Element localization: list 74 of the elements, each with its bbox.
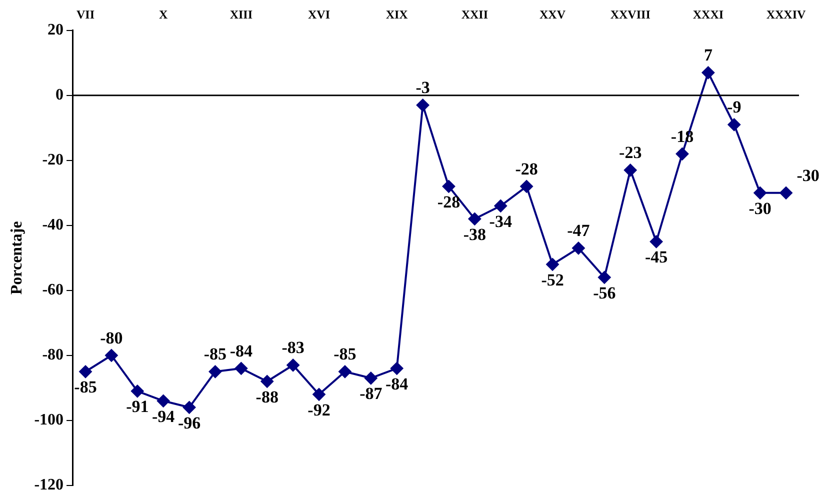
point	[572, 242, 585, 255]
data-label: -47	[567, 221, 590, 240]
point	[286, 358, 300, 372]
y-axis-title: Porcentaje	[8, 221, 26, 295]
data-label: -91	[126, 397, 149, 416]
point	[182, 400, 196, 414]
point	[156, 394, 170, 408]
y-tick-label: -20	[42, 152, 64, 169]
point	[624, 164, 637, 177]
point	[468, 212, 482, 226]
y-tick-label: -120	[34, 476, 64, 494]
data-label: -83	[282, 338, 304, 358]
data-label: -28	[515, 159, 538, 178]
point	[442, 180, 456, 193]
y-tick-label: -40	[42, 216, 64, 234]
x-tick-label: XXXI	[692, 7, 724, 22]
x-tick-label: XXXIV	[766, 7, 806, 22]
data-label: -87	[360, 384, 383, 404]
data-label: -45	[644, 248, 668, 267]
point	[338, 365, 352, 378]
x-tick-label: XXII	[461, 7, 488, 22]
x-tick-label: X	[159, 7, 168, 22]
y-tick-label: -80	[42, 346, 64, 364]
x-tick-label: XXVIII	[610, 7, 651, 22]
data-label: -85	[204, 344, 227, 364]
point	[780, 186, 793, 200]
data-label: -92	[308, 400, 330, 420]
data-label: -85	[74, 378, 97, 397]
point	[520, 180, 534, 193]
x-tick-label: XVI	[308, 7, 330, 22]
data-label: -96	[178, 413, 201, 432]
data-label: -38	[463, 224, 486, 244]
point	[754, 186, 767, 200]
data-label: -3	[416, 78, 430, 98]
x-tick-label: XXV	[540, 7, 566, 22]
point	[416, 98, 430, 112]
point	[546, 258, 560, 271]
data-label: -30	[796, 166, 819, 185]
data-label: -88	[256, 387, 278, 406]
data-label: -84	[386, 374, 409, 394]
data-label: -85	[334, 344, 356, 364]
point	[494, 199, 508, 212]
data-label: -34	[489, 212, 512, 231]
point	[208, 365, 222, 378]
point	[650, 235, 663, 248]
point	[598, 270, 611, 284]
point	[364, 372, 378, 385]
point	[390, 362, 404, 375]
x-tick-label: VII	[76, 7, 95, 22]
x-tick-label: XIII	[230, 7, 253, 22]
y-tick-label: -60	[42, 282, 64, 299]
point	[104, 348, 118, 362]
data-label: 7	[704, 46, 713, 65]
point	[728, 118, 741, 132]
point	[234, 362, 248, 375]
point	[702, 66, 715, 80]
y-tick-label: 20	[48, 22, 64, 39]
data-label: -94	[152, 406, 176, 426]
data-label: -9	[727, 98, 742, 117]
point	[312, 388, 326, 401]
data-label: -52	[541, 270, 564, 290]
point	[676, 147, 689, 160]
point	[79, 365, 92, 378]
y-tick-label: -100	[34, 412, 64, 429]
point	[130, 384, 144, 398]
data-label: -23	[619, 143, 642, 162]
point	[260, 374, 274, 388]
data-label: -56	[593, 283, 616, 302]
data-label: -30	[748, 198, 772, 218]
y-tick-label: 0	[56, 86, 64, 104]
data-label: -28	[437, 192, 460, 212]
x-tick-label: XIX	[386, 7, 408, 22]
data-label: -80	[100, 328, 123, 348]
data-label: -84	[230, 341, 253, 360]
